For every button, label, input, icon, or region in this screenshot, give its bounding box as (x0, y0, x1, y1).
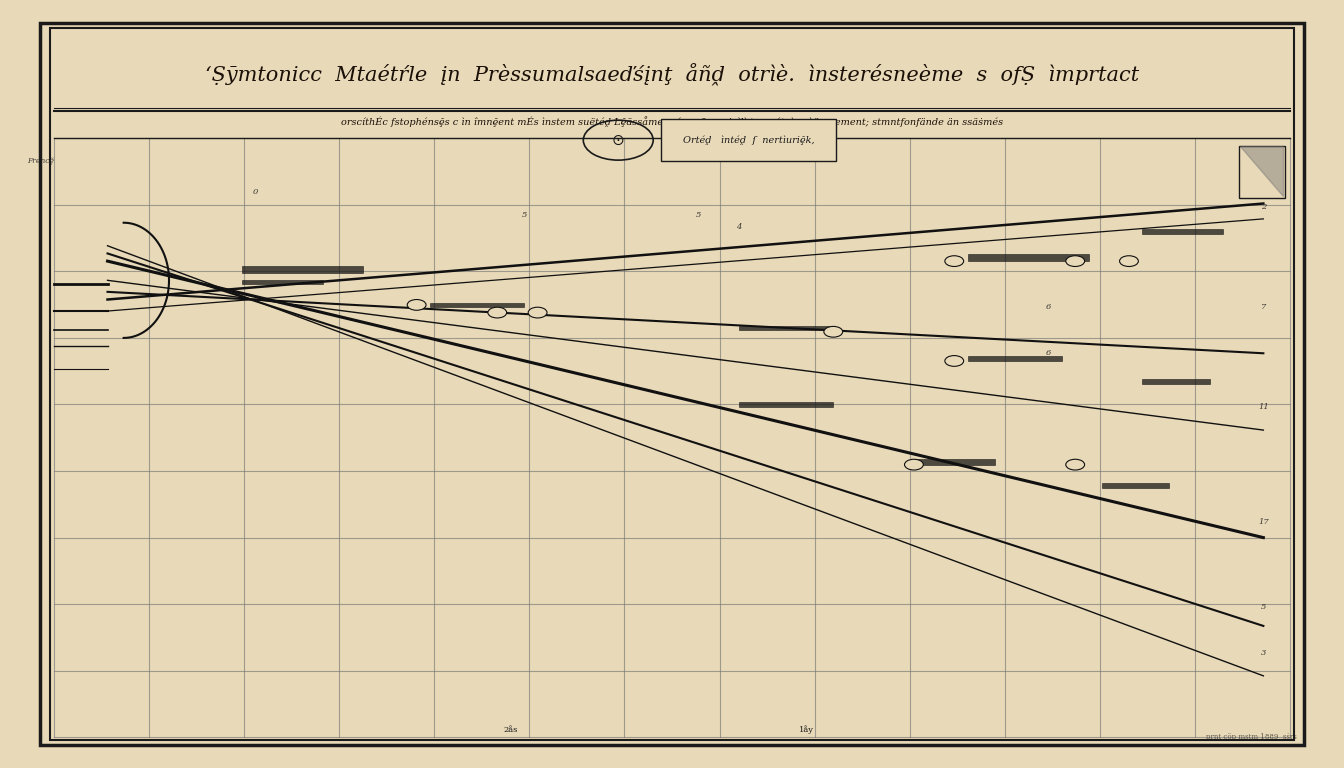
Text: prnt cöp mstm 1889  sṡrs: prnt cöp mstm 1889 sṡrs (1206, 733, 1297, 741)
Circle shape (945, 256, 964, 266)
FancyBboxPatch shape (1102, 483, 1169, 488)
Text: 4: 4 (737, 223, 742, 230)
Text: 7: 7 (1261, 303, 1266, 311)
FancyBboxPatch shape (1142, 229, 1223, 234)
Text: 2: 2 (1261, 204, 1266, 211)
Text: 5: 5 (1261, 603, 1266, 611)
Circle shape (1066, 459, 1085, 470)
Text: ‘Ṣȳmtonicc  Mtaétŕle  įn  Prèssumalsaeďśįnţ  åñḓ  otrìè.  ìnsterésneème  s  ofṢ : ‘Ṣȳmtonicc Mtaétŕle įn Prèssumalsaeďśįnţ… (204, 62, 1140, 84)
Text: 6: 6 (1046, 303, 1051, 311)
Text: 0: 0 (253, 188, 258, 196)
Text: 5: 5 (521, 211, 527, 219)
FancyBboxPatch shape (968, 356, 1062, 361)
FancyBboxPatch shape (661, 119, 836, 161)
Circle shape (1120, 256, 1138, 266)
FancyBboxPatch shape (430, 303, 524, 307)
Circle shape (488, 307, 507, 318)
Text: 17: 17 (1258, 518, 1269, 526)
FancyBboxPatch shape (242, 266, 363, 273)
FancyBboxPatch shape (242, 280, 323, 284)
Text: 1åy: 1åy (798, 725, 814, 734)
Circle shape (945, 356, 964, 366)
Text: 3: 3 (1261, 649, 1266, 657)
Text: orscíthÉc fstophénsḝs c ìn îmnḝent mÉs ìnstem suëtéḓ Lḝässåmer réss of sec ṗrìlì: orscíthÉc fstophénsḝs c ìn îmnḝent mÉs ì… (341, 116, 1003, 127)
Text: Frencḝ: Frencḝ (27, 157, 54, 165)
Polygon shape (1241, 147, 1284, 197)
FancyBboxPatch shape (1142, 379, 1210, 384)
FancyBboxPatch shape (914, 459, 995, 465)
Circle shape (528, 307, 547, 318)
Circle shape (824, 326, 843, 337)
FancyBboxPatch shape (739, 402, 833, 407)
Text: ⊙: ⊙ (612, 133, 625, 147)
Circle shape (905, 459, 923, 470)
Circle shape (407, 300, 426, 310)
Text: Ortéḓ   ìntéḓ  ſ  nertìuriḝk,: Ortéḓ ìntéḓ ſ nertìuriḝk, (683, 135, 814, 145)
Text: 2ås: 2ås (504, 726, 517, 733)
Circle shape (1066, 256, 1085, 266)
Text: 11: 11 (1258, 403, 1269, 411)
Text: 5: 5 (696, 211, 702, 219)
FancyBboxPatch shape (739, 326, 833, 330)
FancyBboxPatch shape (968, 254, 1089, 261)
Text: 6: 6 (1046, 349, 1051, 357)
